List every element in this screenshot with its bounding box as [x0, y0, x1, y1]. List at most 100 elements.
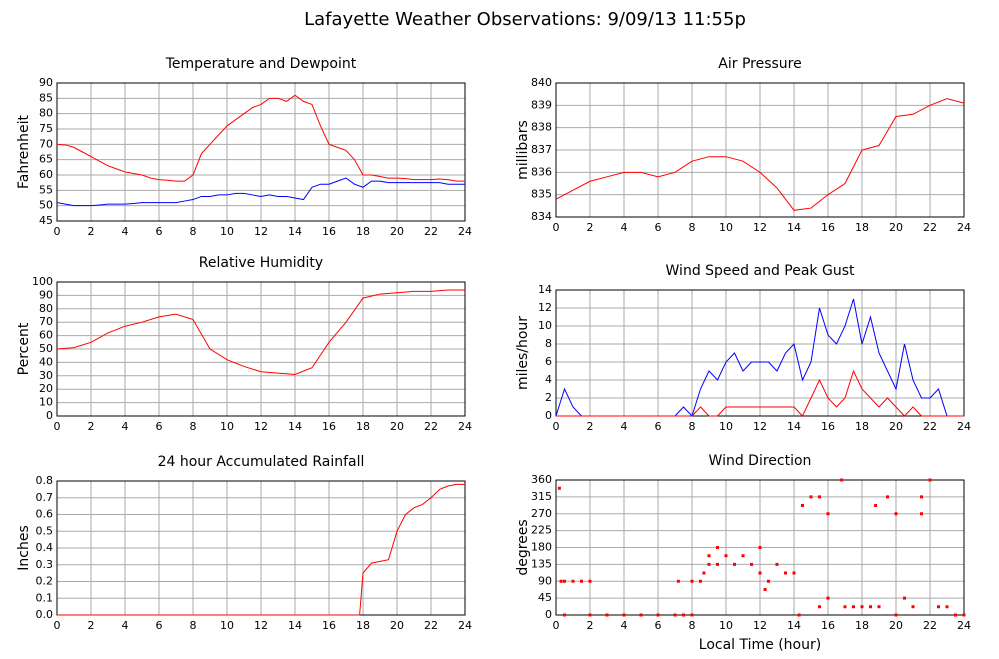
y-tick-label: 0.6: [36, 508, 54, 521]
x-tick-label: 10: [719, 221, 733, 234]
data-point: [588, 613, 592, 617]
data-point: [580, 579, 583, 583]
data-point: [563, 613, 566, 617]
data-point: [571, 579, 575, 583]
x-tick-label: 10: [220, 619, 234, 632]
x-tick-label: 0: [553, 420, 560, 433]
plot-frame: [555, 479, 965, 616]
x-tick-label: 0: [54, 420, 61, 433]
x-tick-label: 2: [88, 619, 95, 632]
y-axis-label: Fahrenheit: [16, 114, 32, 189]
data-point: [682, 613, 685, 617]
data-point: [656, 613, 660, 617]
data-point: [639, 613, 643, 617]
y-tick-label: 80: [39, 302, 53, 315]
x-tick-label: 10: [220, 225, 234, 238]
y-axis-label: degrees: [515, 519, 531, 575]
x-tick-label: 10: [719, 420, 733, 433]
y-tick-label: 135: [531, 557, 552, 570]
x-tick-label: 24: [458, 619, 472, 632]
y-tick-label: 835: [531, 188, 552, 201]
chart-title: Temperature and Dewpoint: [165, 56, 357, 72]
data-point: [707, 562, 711, 566]
y-tick-label: 12: [538, 301, 552, 314]
x-tick-label: 14: [787, 619, 801, 632]
y-tick-label: 0.7: [36, 491, 54, 504]
y-axis-label: Inches: [16, 525, 32, 570]
x-tick-label: 16: [322, 420, 336, 433]
x-axis-label: Local Time (hour): [699, 637, 821, 653]
x-tick-label: 16: [821, 619, 835, 632]
x-tick-label: 8: [689, 221, 696, 234]
data-point: [702, 571, 706, 575]
data-line: [56, 94, 465, 182]
x-tick-label: 0: [553, 619, 560, 632]
x-tick-label: 18: [855, 420, 869, 433]
chart-title: Wind Speed and Peak Gust: [666, 263, 855, 279]
data-point: [911, 605, 915, 609]
y-tick-label: 0.3: [36, 558, 54, 571]
y-tick-label: 6: [545, 355, 552, 368]
data-point: [954, 613, 957, 617]
data-line: [556, 369, 964, 417]
data-point: [563, 579, 566, 583]
data-point: [784, 571, 787, 575]
x-tick-label: 16: [322, 225, 336, 238]
y-tick-label: 90: [39, 288, 53, 301]
data-point: [826, 596, 830, 600]
y-tick-label: 85: [39, 91, 53, 104]
y-tick-label: 30: [39, 369, 53, 382]
y-tick-label: 0.8: [36, 474, 54, 487]
x-tick-label: 8: [190, 619, 197, 632]
data-point: [690, 613, 694, 617]
x-tick-label: 22: [923, 619, 937, 632]
x-tick-label: 6: [156, 420, 163, 433]
y-tick-label: 0.1: [36, 591, 54, 604]
y-tick-label: 60: [39, 168, 53, 181]
x-tick-label: 14: [288, 619, 302, 632]
y-tick-label: 40: [39, 355, 53, 368]
data-point: [818, 605, 821, 609]
data-point: [801, 504, 804, 507]
y-tick-label: 838: [531, 121, 552, 134]
x-tick-label: 18: [855, 619, 869, 632]
x-tick-label: 24: [458, 225, 472, 238]
plot-frame: [555, 82, 965, 218]
data-point: [877, 605, 881, 609]
data-point: [724, 554, 728, 558]
data-point: [818, 495, 821, 499]
x-tick-label: 0: [54, 225, 61, 238]
x-tick-label: 24: [458, 420, 472, 433]
x-tick-label: 6: [655, 420, 662, 433]
x-tick-label: 2: [587, 420, 594, 433]
data-point: [928, 478, 932, 482]
x-tick-label: 4: [122, 225, 129, 238]
x-tick-label: 24: [957, 221, 971, 234]
chart-title: Air Pressure: [718, 56, 801, 72]
data-point: [775, 562, 779, 566]
data-point: [809, 495, 813, 499]
y-tick-label: 90: [39, 76, 53, 89]
y-tick-label: 836: [531, 165, 552, 178]
data-point: [962, 613, 966, 617]
y-tick-label: 55: [39, 183, 53, 196]
data-line: [56, 289, 465, 375]
y-tick-label: 0: [545, 608, 552, 621]
data-point: [945, 605, 949, 609]
y-tick-label: 0.5: [36, 524, 54, 537]
data-point: [852, 605, 855, 609]
y-tick-label: 65: [39, 153, 53, 166]
y-tick-label: 45: [39, 214, 53, 227]
x-tick-label: 20: [390, 420, 404, 433]
y-axis-label: miles/hour: [515, 316, 531, 390]
data-point: [690, 579, 694, 583]
data-point: [622, 613, 626, 617]
x-tick-label: 6: [655, 619, 662, 632]
y-tick-label: 180: [531, 541, 552, 554]
data-point: [716, 562, 719, 566]
data-point: [557, 486, 561, 490]
data-point: [894, 613, 898, 617]
y-tick-label: 75: [39, 122, 53, 135]
